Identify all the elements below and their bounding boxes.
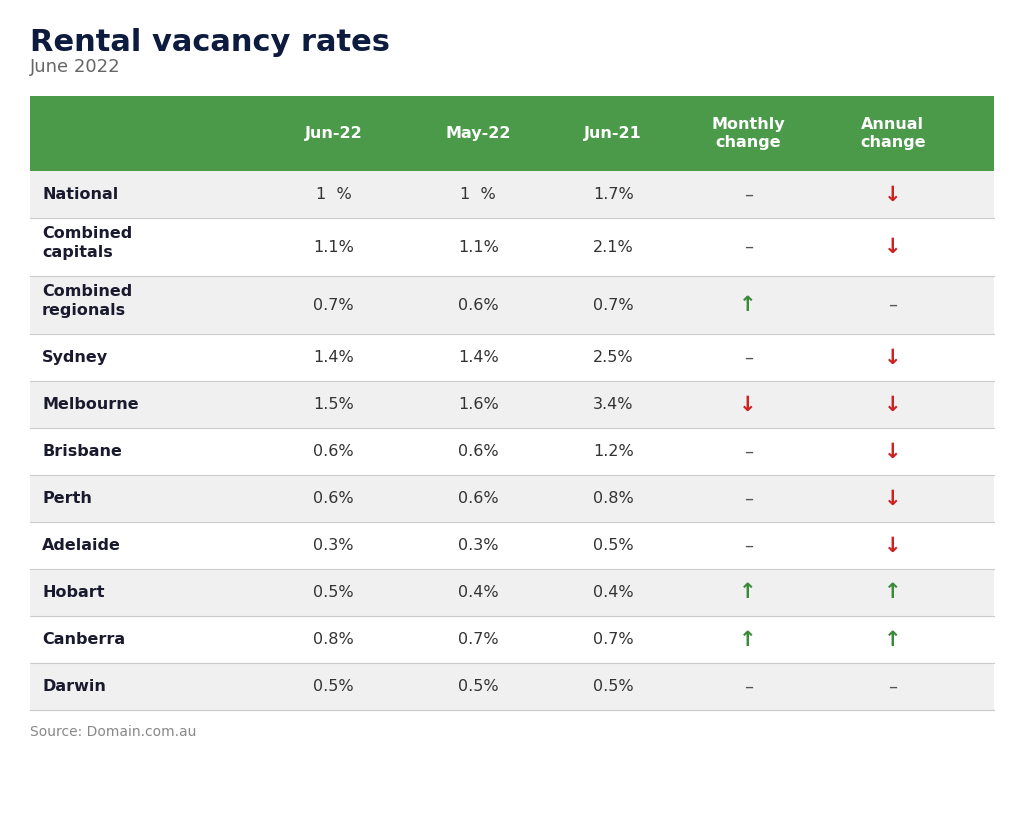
- Text: ↓: ↓: [884, 184, 901, 205]
- Text: Adelaide: Adelaide: [42, 538, 121, 553]
- Text: 2.5%: 2.5%: [593, 350, 634, 365]
- Text: 2.1%: 2.1%: [593, 240, 634, 255]
- Text: ↑: ↑: [884, 583, 901, 602]
- Text: ↓: ↓: [884, 535, 901, 556]
- Text: 0.8%: 0.8%: [593, 491, 634, 506]
- Text: ↑: ↑: [739, 629, 757, 650]
- Text: Melbourne: Melbourne: [42, 397, 138, 412]
- Text: 1.5%: 1.5%: [313, 397, 354, 412]
- Bar: [30, 171, 994, 218]
- Text: 1.1%: 1.1%: [313, 240, 354, 255]
- Text: 0.7%: 0.7%: [593, 632, 634, 647]
- Text: 1.2%: 1.2%: [593, 444, 634, 459]
- Text: 3.4%: 3.4%: [593, 397, 634, 412]
- Text: –: –: [743, 490, 753, 508]
- Text: Darwin: Darwin: [42, 679, 105, 694]
- Text: National: National: [42, 187, 118, 202]
- Text: ↓: ↓: [884, 237, 901, 257]
- Text: Brisbane: Brisbane: [42, 444, 122, 459]
- Text: 0.6%: 0.6%: [458, 491, 499, 506]
- Text: ↓: ↓: [884, 394, 901, 415]
- Text: 0.6%: 0.6%: [458, 298, 499, 313]
- Text: 1.7%: 1.7%: [593, 187, 634, 202]
- Text: Annual
change: Annual change: [860, 117, 926, 150]
- Bar: [30, 616, 994, 663]
- Text: ↓: ↓: [884, 348, 901, 367]
- Bar: [30, 381, 994, 428]
- Text: –: –: [888, 296, 897, 314]
- Text: 1.4%: 1.4%: [313, 350, 354, 365]
- Text: Sydney: Sydney: [42, 350, 109, 365]
- Text: ↑: ↑: [884, 629, 901, 650]
- Bar: [30, 522, 994, 569]
- Text: Source: Domain.com.au: Source: Domain.com.au: [30, 725, 197, 739]
- Text: 0.3%: 0.3%: [313, 538, 354, 553]
- Bar: [30, 663, 994, 710]
- Text: ↓: ↓: [884, 441, 901, 462]
- Text: 0.5%: 0.5%: [313, 585, 354, 600]
- Text: 0.6%: 0.6%: [458, 444, 499, 459]
- Text: 0.5%: 0.5%: [313, 679, 354, 694]
- Text: ↓: ↓: [884, 489, 901, 508]
- Text: –: –: [743, 185, 753, 203]
- Text: May-22: May-22: [445, 126, 511, 141]
- Text: Canberra: Canberra: [42, 632, 125, 647]
- Text: 0.4%: 0.4%: [458, 585, 499, 600]
- Text: 0.6%: 0.6%: [313, 444, 354, 459]
- Text: –: –: [888, 677, 897, 695]
- Text: 0.7%: 0.7%: [313, 298, 354, 313]
- Bar: [30, 96, 994, 171]
- Text: 1.4%: 1.4%: [458, 350, 499, 365]
- Text: 0.7%: 0.7%: [458, 632, 499, 647]
- Bar: [30, 334, 994, 381]
- Text: ↑: ↑: [739, 295, 757, 315]
- Text: Jun-21: Jun-21: [585, 126, 642, 141]
- Text: Jun-22: Jun-22: [305, 126, 362, 141]
- Text: 1  %: 1 %: [315, 187, 351, 202]
- Text: Monthly
change: Monthly change: [712, 117, 785, 150]
- Text: 0.3%: 0.3%: [458, 538, 499, 553]
- Text: –: –: [743, 536, 753, 555]
- Text: Combined
capitals: Combined capitals: [42, 226, 132, 259]
- Bar: [30, 218, 994, 276]
- Text: ↑: ↑: [739, 583, 757, 602]
- Bar: [30, 276, 994, 334]
- Text: –: –: [743, 348, 753, 366]
- Text: June 2022: June 2022: [30, 58, 121, 76]
- Text: Perth: Perth: [42, 491, 92, 506]
- Text: –: –: [743, 442, 753, 460]
- Text: 1  %: 1 %: [461, 187, 497, 202]
- Text: 0.8%: 0.8%: [313, 632, 354, 647]
- Text: 0.5%: 0.5%: [593, 679, 634, 694]
- Bar: [30, 475, 994, 522]
- Text: –: –: [743, 238, 753, 256]
- Text: –: –: [743, 677, 753, 695]
- Text: 1.6%: 1.6%: [458, 397, 499, 412]
- Text: 0.4%: 0.4%: [593, 585, 634, 600]
- Bar: [30, 569, 994, 616]
- Text: Hobart: Hobart: [42, 585, 104, 600]
- Text: ↓: ↓: [739, 394, 757, 415]
- Bar: [30, 428, 994, 475]
- Text: 1.1%: 1.1%: [458, 240, 499, 255]
- Text: 0.6%: 0.6%: [313, 491, 354, 506]
- Text: 0.5%: 0.5%: [593, 538, 634, 553]
- Text: 0.5%: 0.5%: [458, 679, 499, 694]
- Text: Combined
regionals: Combined regionals: [42, 284, 132, 317]
- Text: Rental vacancy rates: Rental vacancy rates: [30, 28, 390, 57]
- Text: 0.7%: 0.7%: [593, 298, 634, 313]
